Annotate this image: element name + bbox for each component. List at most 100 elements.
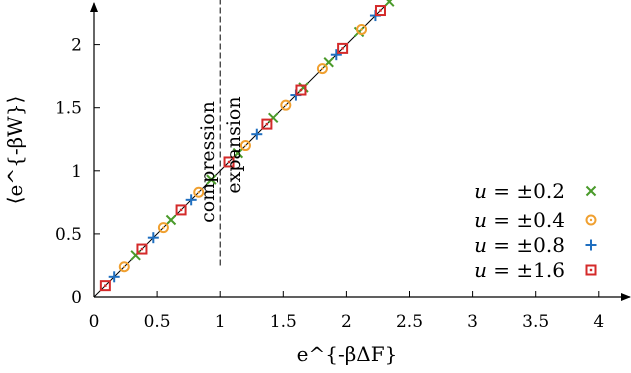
y-ticks: 00.511.522.533.54 — [55, 36, 100, 308]
data-point — [223, 156, 235, 168]
legend-label: u = ±0.4 — [474, 208, 565, 232]
data-point-ring — [157, 222, 169, 234]
legend-marker — [585, 214, 597, 226]
data-point — [175, 204, 187, 216]
data-point-dot — [321, 67, 324, 70]
series-layer — [99, 0, 395, 292]
legend-marker-dot — [589, 218, 593, 222]
legend-label: u = ±1.6 — [474, 258, 565, 282]
data-point — [157, 222, 169, 234]
x-tick-label: 2 — [341, 312, 352, 332]
data-point — [261, 118, 273, 130]
data-point — [384, 0, 395, 7]
x-tick-label: 4 — [593, 312, 604, 332]
data-point-stroke — [232, 147, 244, 159]
data-point-box — [99, 280, 111, 292]
legend-marker-box — [585, 264, 597, 276]
legend-item: u = ±0.4 — [474, 208, 597, 232]
legend-label: u = ±0.2 — [474, 179, 565, 203]
data-point-stroke — [206, 174, 217, 185]
x-tick-label: 2.5 — [396, 312, 423, 332]
legend-item: u = ±1.6 — [474, 258, 597, 282]
legend-item: u = ±0.8 — [474, 233, 597, 257]
data-point-box — [136, 243, 148, 255]
data-point — [99, 280, 111, 292]
data-point — [267, 112, 279, 124]
x-tick-label: 3 — [467, 312, 478, 332]
y-tick-label: 1 — [71, 162, 82, 182]
data-point-box — [295, 84, 307, 96]
data-point-dot — [179, 208, 183, 212]
legend: u = ±0.2 u = ±0.4u = ±0.8u = ±1.6 — [474, 179, 597, 282]
x-axis-label: e^{-βΔF} — [297, 342, 398, 366]
x-tick-label: 0.5 — [144, 312, 171, 332]
data-point-dot — [299, 88, 303, 92]
x-tick-label: 3.5 — [522, 312, 549, 332]
data-point-dot — [379, 9, 382, 12]
data-point — [356, 23, 368, 35]
data-point — [295, 84, 307, 96]
x-tick-label: 1 — [215, 312, 226, 332]
data-point — [165, 214, 177, 226]
data-point-dot — [123, 265, 126, 268]
legend-marker — [585, 239, 597, 251]
legend-label: u = ±0.8 — [474, 233, 565, 257]
data-point — [147, 232, 159, 244]
data-point-box — [223, 156, 235, 168]
data-point-dot — [284, 103, 288, 107]
y-tick-label: 1.5 — [55, 99, 82, 119]
data-point-dot — [140, 247, 144, 251]
data-point — [130, 250, 141, 261]
data-point-dot — [360, 28, 363, 31]
data-point-stroke — [384, 0, 393, 7]
legend-marker — [585, 185, 597, 197]
series-2 — [118, 23, 368, 273]
data-point-ring — [118, 261, 130, 273]
data-point — [185, 194, 197, 206]
data-point — [337, 42, 349, 54]
data-point-box — [374, 5, 386, 17]
annotation-compression: compression — [197, 101, 219, 223]
data-point — [251, 128, 263, 140]
data-point-ring — [280, 99, 292, 111]
legend-marker — [585, 264, 597, 276]
data-point — [374, 5, 386, 17]
data-point — [232, 147, 244, 159]
data-point-dot — [265, 122, 269, 126]
data-point — [330, 49, 342, 61]
legend-item: u = ±0.2 — [474, 179, 597, 203]
legend-marker-stroke — [585, 185, 597, 197]
data-point — [193, 186, 205, 198]
legend-marker-ring — [585, 214, 597, 226]
x-ticks: 0 0.5 1 1.5 2 2.5 3 3.5 4 — [89, 291, 604, 332]
data-point-dot — [104, 284, 107, 287]
data-point-ring — [193, 186, 205, 198]
data-point — [108, 271, 120, 283]
legend-marker-dot — [589, 268, 593, 272]
y-tick-label: 0.5 — [55, 225, 82, 245]
data-point-ring — [356, 23, 368, 35]
data-point-stroke — [267, 112, 279, 124]
data-point-dot — [162, 226, 165, 229]
y-axis-label: ⟨e^{-βW}⟩ — [3, 96, 27, 205]
y-tick-label: 2 — [71, 36, 82, 56]
data-point-dot — [197, 191, 200, 194]
data-point — [280, 99, 292, 111]
data-point-box — [337, 42, 349, 54]
annotation-expansion: expansion — [223, 96, 245, 193]
data-point-box — [175, 204, 187, 216]
series-4 — [99, 5, 386, 292]
data-point — [118, 261, 130, 273]
data-point — [136, 243, 148, 255]
data-point-stroke — [165, 214, 177, 226]
data-point-box — [261, 118, 273, 130]
data-point-ring — [316, 63, 328, 75]
data-point — [206, 174, 217, 185]
data-point — [239, 140, 251, 152]
x-tick-label: 0 — [89, 312, 100, 332]
data-point — [316, 63, 328, 75]
data-point-dot — [244, 144, 247, 147]
x-tick-label: 1.5 — [270, 312, 297, 332]
reference-line — [93, 0, 392, 298]
